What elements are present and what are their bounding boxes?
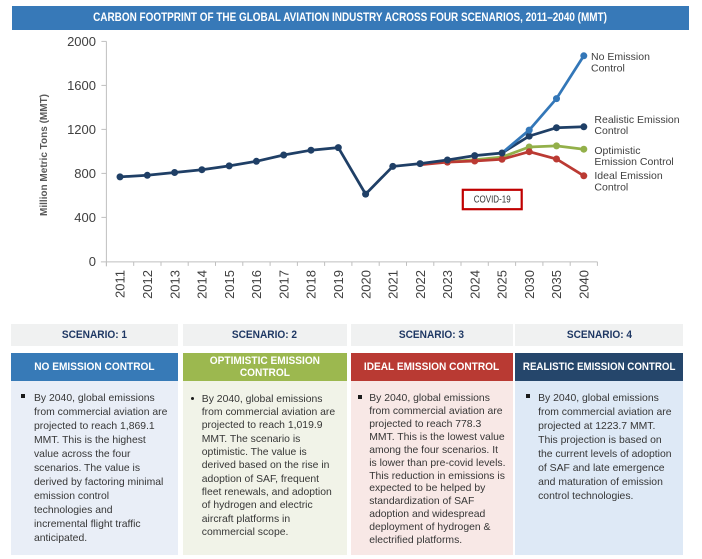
svg-text:2024: 2024 (467, 270, 482, 299)
svg-text:No Emission: No Emission (591, 51, 650, 63)
svg-text:2014: 2014 (195, 270, 210, 299)
svg-text:2019: 2019 (331, 270, 346, 299)
svg-text:2021: 2021 (386, 270, 401, 299)
svg-text:1200: 1200 (67, 122, 96, 137)
svg-text:2000: 2000 (67, 34, 96, 49)
svg-text:0: 0 (89, 254, 96, 269)
svg-text:2022: 2022 (413, 270, 428, 299)
svg-text:Realistic Emission: Realistic Emission (594, 114, 679, 126)
svg-text:2030: 2030 (522, 270, 537, 299)
svg-text:2012: 2012 (140, 270, 155, 299)
svg-text:Optimistic: Optimistic (594, 145, 640, 157)
svg-text:2011: 2011 (113, 270, 128, 298)
svg-text:2025: 2025 (495, 270, 510, 299)
svg-text:2023: 2023 (440, 270, 455, 299)
svg-text:2040: 2040 (577, 270, 592, 299)
svg-text:Control: Control (594, 181, 628, 193)
svg-text:Control: Control (594, 125, 628, 137)
svg-text:2016: 2016 (249, 270, 264, 299)
svg-text:400: 400 (74, 210, 96, 225)
svg-text:COVID-19: COVID-19 (474, 195, 511, 206)
svg-text:Emission Control: Emission Control (594, 156, 673, 168)
svg-text:Control: Control (591, 62, 625, 74)
svg-text:1600: 1600 (67, 78, 96, 93)
svg-text:2017: 2017 (276, 270, 291, 299)
svg-text:2020: 2020 (358, 270, 373, 299)
svg-text:Ideal Emission: Ideal Emission (594, 170, 662, 182)
svg-text:Million Metric Tons (MMT): Million Metric Tons (MMT) (39, 94, 50, 216)
svg-text:2018: 2018 (304, 270, 319, 299)
svg-text:2035: 2035 (549, 270, 564, 299)
svg-text:2015: 2015 (222, 270, 237, 299)
svg-text:2013: 2013 (167, 270, 182, 299)
svg-text:800: 800 (74, 166, 96, 181)
